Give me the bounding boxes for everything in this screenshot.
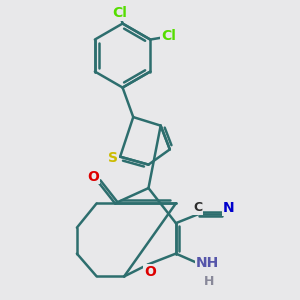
Text: S: S <box>108 151 118 165</box>
Text: Cl: Cl <box>161 29 176 44</box>
Text: O: O <box>144 265 156 279</box>
Text: N: N <box>223 201 234 215</box>
Text: C: C <box>194 201 203 214</box>
Text: O: O <box>88 169 100 184</box>
Text: Cl: Cl <box>112 6 127 20</box>
Text: NH: NH <box>195 256 219 270</box>
Text: H: H <box>204 275 214 288</box>
